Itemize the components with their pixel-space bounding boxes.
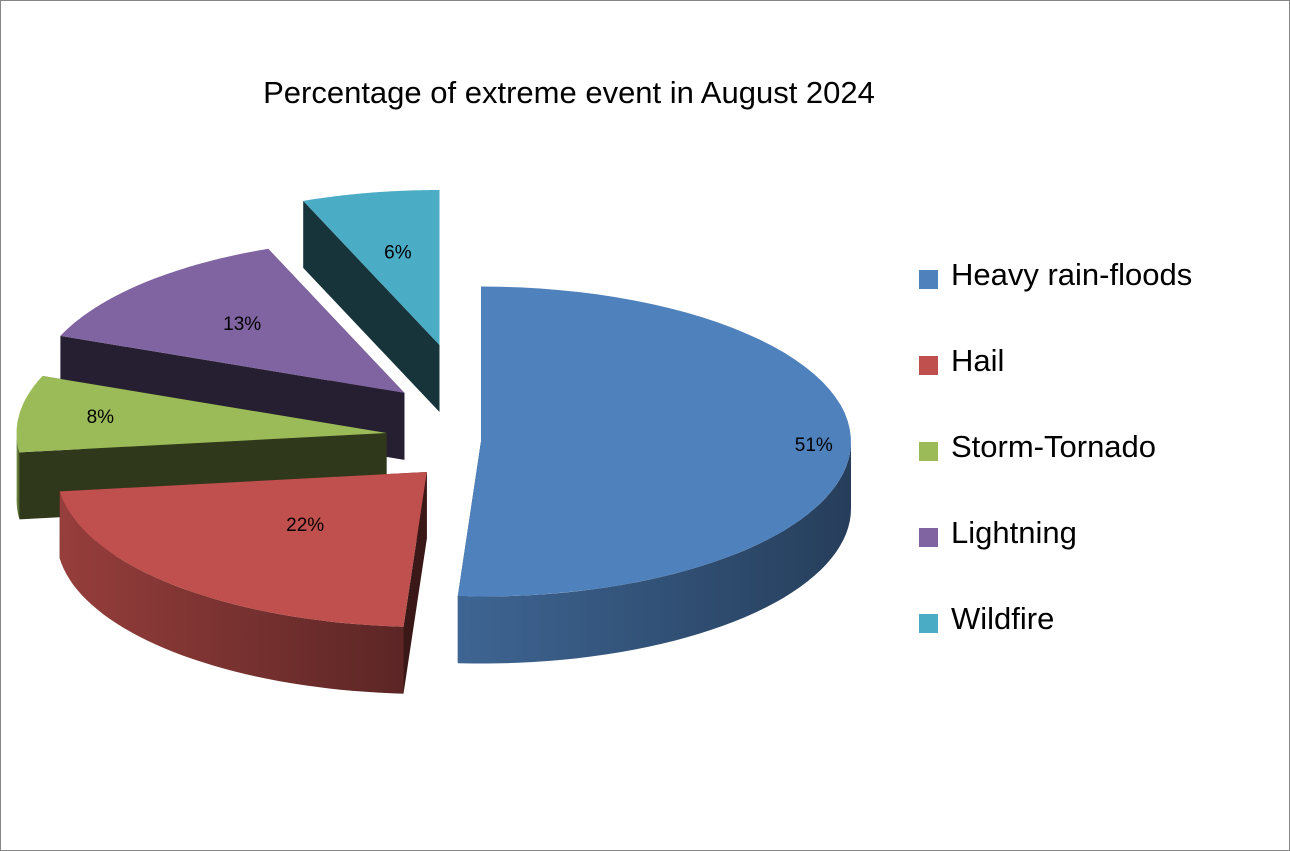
slice-outer-side-heavy-rain-floods <box>457 441 851 664</box>
legend-label-hail: Hail <box>951 343 1005 378</box>
slice-cut-side-hail <box>403 472 427 694</box>
data-label-heavy-rain-floods: 51% <box>795 435 833 456</box>
slice-outer-side-hail <box>59 491 404 694</box>
legend-swatch-heavy-rain-floods <box>919 270 938 289</box>
slice-wildfire <box>303 190 440 345</box>
slice-cut-side-wildfire <box>303 200 440 412</box>
slice-hail <box>59 472 427 627</box>
legend-swatch-lightning <box>919 528 938 547</box>
chart-title: Percentage of extreme event in August 20… <box>263 75 875 110</box>
legend-swatch-wildfire <box>919 614 938 633</box>
data-label-storm-tornado: 8% <box>87 407 115 428</box>
slice-heavy-rain-floods <box>457 286 851 597</box>
slice-storm-tornado <box>16 376 387 453</box>
data-label-wildfire: 6% <box>384 243 412 264</box>
legend-label-heavy-rain-floods: Heavy rain-floods <box>951 257 1193 292</box>
legend-swatch-storm-tornado <box>919 442 938 461</box>
legend-label-wildfire: Wildfire <box>951 601 1055 636</box>
legend-label-lightning: Lightning <box>951 515 1077 550</box>
legend-label-storm-tornado: Storm-Tornado <box>951 429 1157 464</box>
slice-lightning <box>60 248 405 393</box>
legend-swatch-hail <box>919 356 938 375</box>
data-label-hail: 22% <box>286 515 324 536</box>
slice-outer-side-storm-tornado <box>16 433 20 520</box>
data-label-lightning: 13% <box>223 314 261 335</box>
